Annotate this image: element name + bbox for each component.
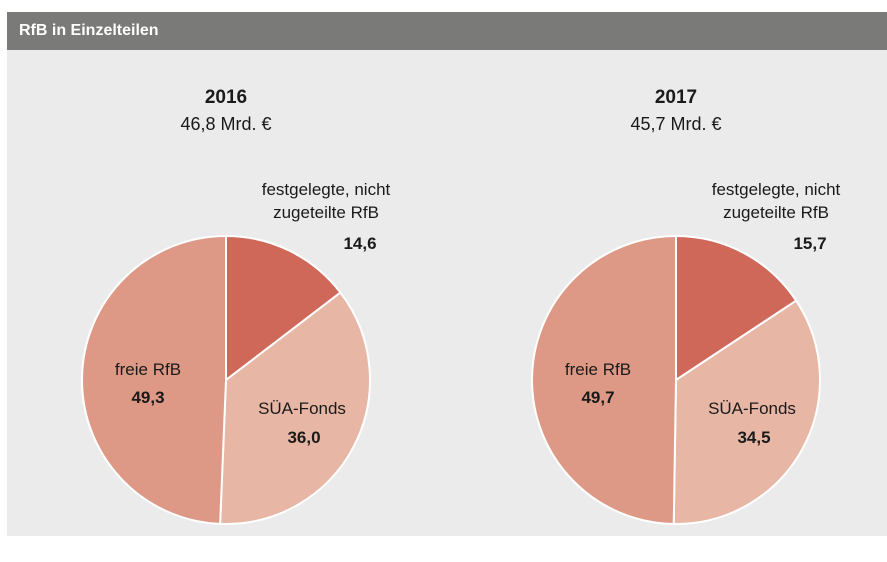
- slice-value: 49,7: [581, 388, 615, 407]
- pie-subtitle: 46,8 Mrd. €: [180, 114, 271, 134]
- pie-slice: [672, 299, 821, 525]
- pie-slice: [81, 234, 227, 525]
- slice-label: festgelegte, nicht zugeteilte RfB: [261, 180, 391, 222]
- pie-slice: [675, 234, 798, 382]
- pie-slice: [219, 291, 371, 525]
- slice-value: 49,3: [131, 388, 165, 407]
- slice-label: SÜA-Fonds: [258, 399, 346, 418]
- slice-label: SÜA-Fonds: [708, 399, 796, 418]
- pie-slice: [225, 234, 342, 383]
- slice-value: 14,6: [343, 234, 377, 253]
- header-title: RfB in Einzelteilen: [7, 12, 887, 50]
- pie-slice: [531, 234, 677, 525]
- slice-value: 15,7: [793, 234, 827, 253]
- pie-title: 2016: [205, 87, 247, 108]
- slice-value: 36,0: [287, 428, 321, 447]
- pie-subtitle: 45,7 Mrd. €: [630, 114, 721, 134]
- slice-value: 34,5: [737, 428, 771, 447]
- slice-label: freie RfB: [114, 360, 182, 379]
- slice-label: festgelegte, nicht zugeteilte RfB: [711, 180, 841, 222]
- slice-label: freie RfB: [564, 360, 632, 379]
- pie-title: 2017: [655, 87, 697, 108]
